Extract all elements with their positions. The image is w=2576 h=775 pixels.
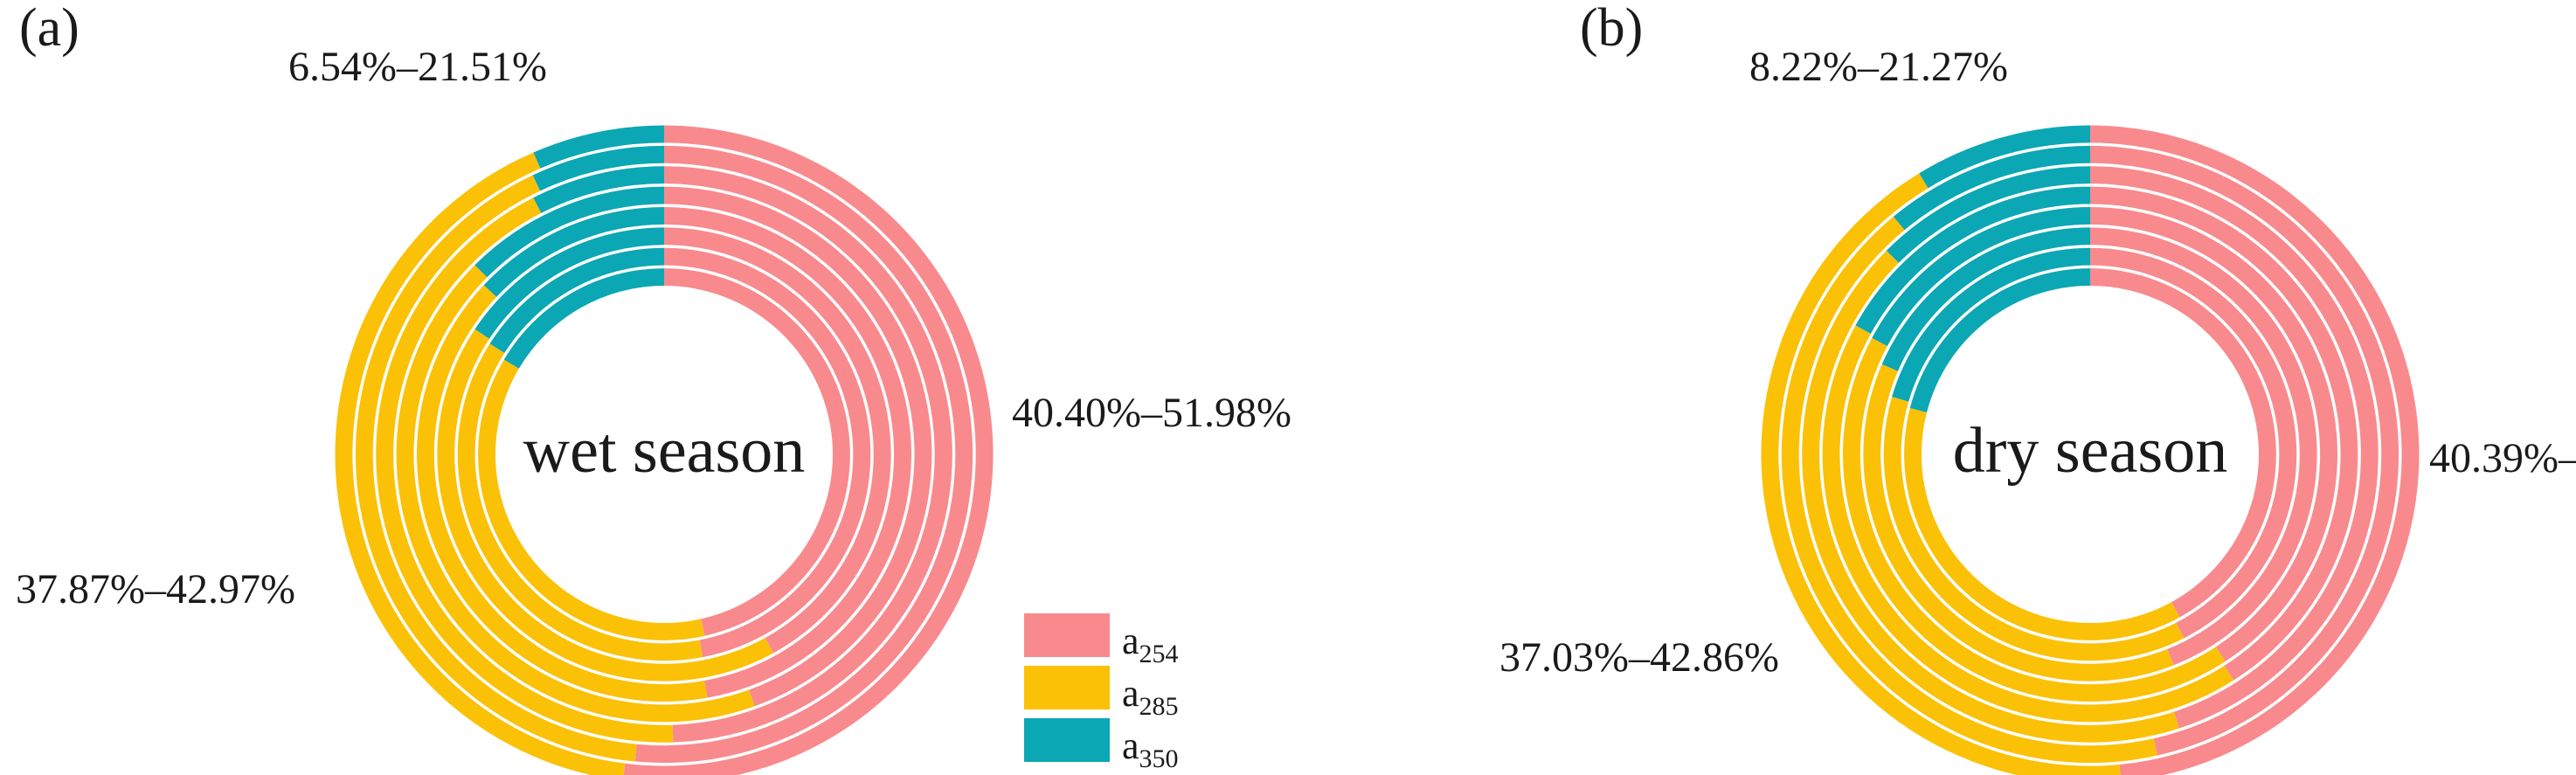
- ring-8-a350-segment-wet: [533, 125, 664, 169]
- donut-panel-dry: (b) dry season 8.22%–21.27% 40.39%–48.92…: [1499, 0, 2576, 775]
- range-label-dry-a285: 37.03%–42.86%: [1499, 634, 1779, 681]
- ring-4-a350-segment-dry: [1872, 207, 2090, 347]
- ring-5-a350-segment-wet: [474, 186, 664, 278]
- range-label-dry-a254: 40.39%–48.92%: [2429, 435, 2576, 481]
- ring-6-a350-segment-wet: [533, 166, 664, 213]
- range-label-wet-a254: 40.40%–51.98%: [1012, 390, 1291, 436]
- ring-7-a350-segment-wet: [532, 145, 664, 191]
- panel-label-b: (b): [1580, 0, 1643, 58]
- ring-1-a350-segment-dry: [1909, 268, 2090, 412]
- legend-label-a350: a350: [1122, 724, 1179, 773]
- ring-1-a285-segment-wet: [478, 359, 705, 640]
- center-label-dry: dry season: [1953, 415, 2227, 487]
- ring-3-a350-segment-dry: [1881, 227, 2090, 371]
- legend-item-a350: a350: [1024, 718, 1179, 773]
- range-label-wet-a285: 37.87%–42.97%: [16, 566, 295, 612]
- range-label-dry-a350: 8.22%–21.27%: [1749, 44, 2008, 90]
- ring-5-a350-segment-dry: [1855, 186, 2090, 334]
- ring-8-a350-segment-dry: [1919, 125, 2090, 189]
- legend-swatch-a285: [1024, 666, 1110, 709]
- ring-group-dry: [1761, 125, 2420, 775]
- ring-2-a350-segment-wet: [489, 247, 664, 354]
- ring-2-a254-segment-dry: [2090, 247, 2297, 639]
- ring-7-a350-segment-dry: [1893, 145, 2090, 231]
- legend-item-a285: a285: [1024, 666, 1179, 721]
- ring-4-a350-segment-wet: [483, 207, 664, 297]
- ring-2-a350-segment-dry: [1892, 247, 2090, 402]
- legend-swatch-a350: [1024, 718, 1110, 762]
- ring-1-a285-segment-dry: [1904, 408, 2180, 640]
- legend-item-a254: a254: [1024, 613, 1179, 668]
- ring-1-a254-segment-dry: [2090, 268, 2276, 618]
- center-label-wet: wet season: [523, 415, 806, 487]
- legend-swatch-a254: [1024, 613, 1110, 657]
- donut-panel-wet: (a) wet season 6.54%–21.51% 40.40%–51.98…: [16, 0, 1291, 775]
- legend: a254 a285 a350: [1024, 613, 1179, 773]
- ring-3-a285-segment-wet: [437, 329, 774, 682]
- ring-2-a285-segment-wet: [457, 343, 703, 661]
- ring-6-a350-segment-dry: [1886, 166, 2090, 263]
- ring-3-a285-segment-dry: [1863, 363, 2174, 682]
- range-label-wet-a350: 6.54%–21.51%: [288, 44, 547, 90]
- ring-3-a350-segment-wet: [474, 227, 664, 339]
- ring-1-a350-segment-wet: [503, 268, 664, 369]
- panel-label-a: (a): [19, 0, 80, 58]
- ring-4-a285-segment-dry: [1842, 337, 2226, 702]
- ring-group-wet: [335, 125, 994, 775]
- legend-label-a285: a285: [1122, 672, 1179, 721]
- legend-label-a254: a254: [1122, 619, 1179, 668]
- ring-2-a285-segment-dry: [1883, 397, 2185, 661]
